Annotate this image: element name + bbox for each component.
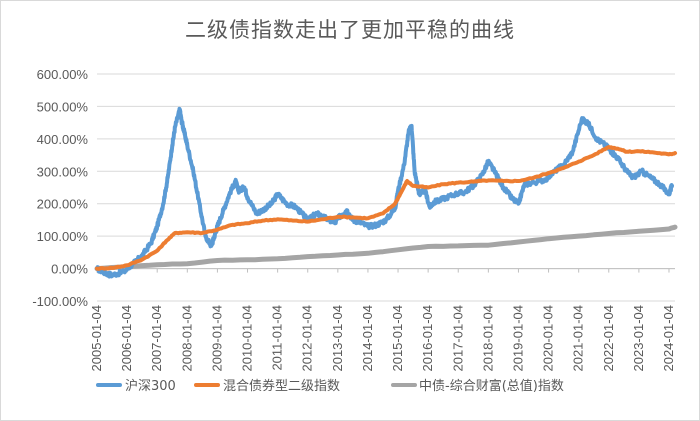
x-tick-label: 2022-01-04 — [601, 305, 616, 372]
x-tick-label: 2009-01-04 — [209, 305, 224, 372]
x-tick-label: 2020-01-04 — [541, 305, 556, 372]
series-line — [94, 224, 678, 272]
legend-label: 沪深300 — [125, 378, 176, 394]
x-axis-tick-labels: 2005-01-04 2006-01-04 2007-01-04 2008-01-04… — [89, 305, 676, 372]
chart-title: 二级债指数走出了更加平稳的曲线 — [185, 18, 515, 42]
x-tick-label: 2016-01-04 — [420, 305, 435, 372]
x-axis-tick-marks — [96, 268, 675, 273]
y-tick-label: -100.00% — [32, 294, 88, 309]
x-tick-label: 2011-01-04 — [270, 305, 285, 371]
series-line — [95, 145, 677, 271]
legend-label: 中债-综合财富(总值)指数 — [419, 378, 564, 394]
y-tick-label: 600.00% — [37, 67, 89, 82]
x-tick-label: 2023-01-04 — [631, 305, 646, 372]
x-tick-label: 2017-01-04 — [450, 305, 465, 372]
x-tick-label: 2019-01-04 — [510, 305, 525, 372]
legend-label: 混合债券型二级指数 — [223, 378, 340, 394]
x-tick-label: 2021-01-04 — [571, 305, 586, 372]
x-tick-label: 2007-01-04 — [149, 305, 164, 372]
x-tick-label: 2015-01-04 — [390, 305, 405, 372]
y-axis-tick-labels: -100.00% 0.00% 100.00% 200.00% 300.00% 400.00… — [32, 67, 88, 309]
y-tick-label: 500.00% — [37, 99, 89, 114]
y-tick-label: 0.00% — [51, 262, 88, 277]
y-tick-label: 200.00% — [37, 197, 89, 212]
x-tick-label: 2005-01-04 — [89, 305, 104, 372]
x-tick-label: 2024-01-04 — [661, 305, 676, 372]
x-tick-label: 2012-01-04 — [300, 305, 315, 372]
y-tick-label: 100.00% — [37, 229, 89, 244]
gridlines — [97, 73, 675, 302]
series-line — [95, 106, 674, 279]
x-tick-label: 2014-01-04 — [360, 305, 375, 372]
series-lines — [94, 106, 678, 279]
x-tick-label: 2013-01-04 — [330, 305, 345, 372]
y-tick-label: 400.00% — [37, 132, 89, 147]
y-tick-label: 300.00% — [37, 164, 89, 179]
x-tick-label: 2006-01-04 — [119, 305, 134, 372]
legend: 沪深300 混合债券型二级指数 中债-综合财富(总值)指数 — [96, 378, 564, 394]
x-tick-label: 2018-01-04 — [480, 305, 495, 372]
x-tick-label: 2008-01-04 — [179, 305, 194, 372]
x-tick-label: 2010-01-04 — [240, 305, 255, 372]
